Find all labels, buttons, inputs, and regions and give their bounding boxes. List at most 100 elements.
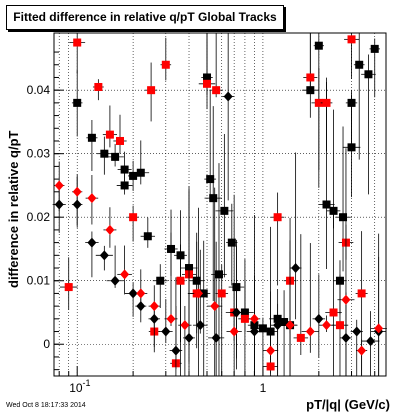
data-point [86, 119, 98, 171]
data-point [117, 245, 132, 295]
data-point [148, 285, 160, 323]
data-point [248, 275, 261, 376]
y-tick-label: 0.02 [27, 210, 51, 224]
data-point [134, 269, 148, 309]
data-point [283, 251, 297, 376]
diamond-marker [223, 91, 233, 102]
data-point [169, 277, 183, 370]
timestamp: Wed Oct 8 18:17:33 2014 [6, 402, 86, 409]
data-point [238, 259, 252, 333]
data-point [164, 209, 178, 326]
diamond-marker [211, 332, 221, 343]
diamond-marker [105, 224, 115, 235]
square-marker [329, 206, 338, 215]
diamond-marker [54, 180, 64, 191]
square-marker [227, 238, 236, 247]
diamond-marker [149, 301, 159, 312]
square-marker [147, 86, 156, 95]
x-tick-label-exponent: -1 [83, 378, 91, 388]
data-point [215, 134, 234, 278]
diamond-marker [120, 269, 130, 280]
diamond-marker [72, 186, 82, 197]
data-point [226, 203, 238, 286]
square-marker [322, 98, 331, 107]
square-marker [120, 165, 129, 174]
data-point [222, 33, 235, 201]
diamond-marker [87, 193, 97, 204]
diamond-marker [161, 326, 171, 337]
square-marker [105, 130, 114, 139]
data-point [353, 33, 365, 160]
data-point [207, 187, 223, 376]
diamond-marker [291, 263, 301, 274]
data-point [320, 77, 333, 152]
diamond-marker [194, 288, 204, 299]
square-marker [64, 283, 73, 292]
diamond-marker [110, 275, 120, 286]
data-point [106, 143, 124, 167]
data-point [145, 62, 158, 122]
x-tick-label: 1 [260, 381, 267, 395]
square-marker [273, 213, 282, 222]
diamond-marker [128, 288, 138, 299]
diamond-marker [99, 250, 109, 261]
diamond-marker [87, 237, 97, 248]
data-point [72, 174, 83, 226]
diamond-marker [229, 326, 239, 337]
square-marker [220, 206, 229, 215]
square-marker [176, 276, 185, 285]
diamond-marker [285, 320, 295, 331]
square-marker [212, 86, 221, 95]
square-marker [335, 321, 344, 330]
data-point [325, 213, 342, 376]
data-point [361, 311, 380, 376]
square-marker [116, 136, 125, 145]
square-marker [209, 194, 218, 203]
square-marker [217, 289, 226, 298]
square-marker [322, 200, 331, 209]
square-marker [355, 60, 364, 69]
diamond-marker [136, 288, 146, 299]
data-point [124, 282, 142, 317]
data-point [132, 140, 150, 185]
data-point [319, 315, 334, 332]
data-point [335, 126, 351, 272]
square-marker [143, 232, 152, 241]
data-point [198, 33, 216, 95]
data-point [301, 243, 320, 353]
data-point [326, 109, 341, 229]
diamond-marker [352, 326, 362, 337]
diamond-marker [305, 326, 315, 337]
diamond-marker [322, 320, 332, 331]
data-point [113, 114, 127, 154]
y-tick-label: 0.03 [27, 147, 51, 161]
data-point [85, 231, 99, 278]
data-point [370, 256, 387, 376]
square-marker [280, 318, 289, 327]
data-point [178, 305, 192, 376]
data-point [369, 38, 380, 98]
diamond-marker [184, 332, 194, 343]
data-point [342, 89, 361, 198]
y-tick-label: 0 [43, 337, 50, 351]
data-point [158, 299, 173, 344]
diamond-marker [180, 320, 190, 331]
data-point [337, 292, 355, 376]
data-point [59, 257, 78, 310]
data-point [263, 315, 279, 360]
square-marker [94, 82, 103, 91]
data-point [311, 67, 327, 188]
square-marker [314, 41, 323, 50]
square-marker [161, 60, 170, 69]
data-point [116, 171, 133, 195]
data-point [71, 70, 83, 137]
diamond-marker [314, 313, 324, 324]
square-marker [73, 38, 82, 47]
square-marker [136, 168, 145, 177]
data-point [127, 160, 139, 191]
square-marker [87, 133, 96, 142]
square-marker [339, 213, 348, 222]
data-point [103, 207, 117, 248]
data-point [127, 205, 139, 242]
